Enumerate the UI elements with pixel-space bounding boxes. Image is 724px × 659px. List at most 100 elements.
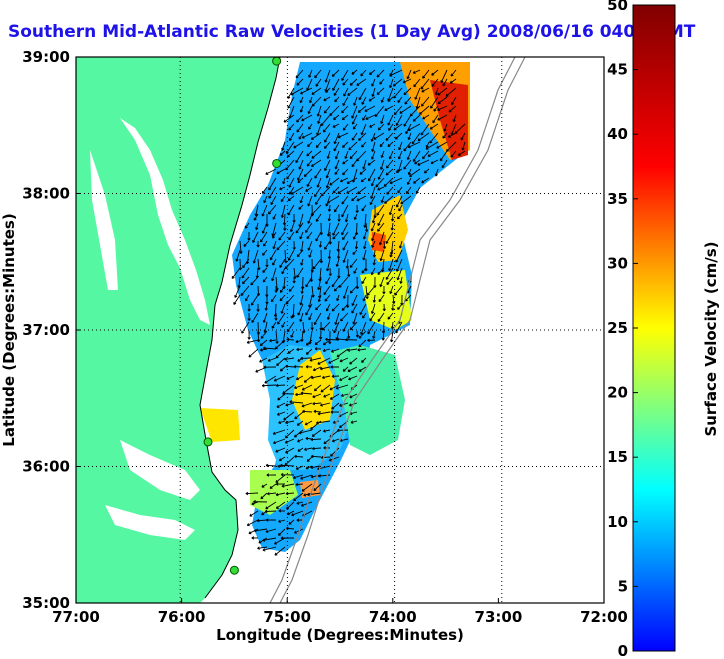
velocity-arrow [271, 267, 277, 282]
velocity-arrow [281, 141, 286, 151]
velocity-arrow [379, 249, 385, 262]
velocity-arrow [275, 482, 286, 486]
velocity-arrow [292, 474, 304, 480]
velocity-arrow [387, 96, 394, 102]
velocity-arrow [315, 195, 322, 205]
velocity-arrow [346, 330, 351, 339]
velocity-arrow [288, 177, 295, 188]
velocity-arrow [324, 132, 331, 143]
velocity-arrow [342, 159, 349, 165]
velocity-arrow [413, 78, 421, 88]
velocity-arrow [252, 249, 259, 264]
velocity-arrow [389, 249, 394, 258]
velocity-arrow [387, 114, 394, 126]
colorbar-tick-label: 30 [607, 254, 628, 272]
velocity-arrow [371, 213, 376, 224]
velocity-arrow [345, 338, 358, 342]
velocity-arrow [295, 465, 304, 470]
velocity-arrow [340, 393, 349, 397]
velocity-arrow [315, 420, 331, 425]
velocity-arrow [314, 186, 322, 198]
velocity-arrow [396, 267, 403, 281]
velocity-arrow [368, 96, 376, 102]
velocity-arrow [372, 249, 377, 258]
velocity-arrow [300, 87, 313, 95]
velocity-arrow [336, 348, 349, 358]
velocity-arrow [342, 123, 349, 131]
velocity-arrow [287, 96, 295, 109]
velocity-arrow [296, 518, 304, 522]
velocity-arrow [247, 312, 251, 321]
velocity-arrow [366, 285, 376, 296]
velocity-arrow [265, 294, 269, 305]
velocity-arrow [370, 186, 376, 200]
velocity-arrow [353, 96, 358, 106]
velocity-arrow [326, 222, 331, 237]
velocity-arrow [421, 87, 430, 93]
velocity-arrow [333, 87, 340, 96]
velocity-arrow [296, 78, 304, 86]
velocity-arrow [406, 177, 412, 185]
velocity-arrow [256, 240, 260, 248]
velocity-arrow [356, 78, 367, 86]
velocity-arrow [280, 204, 286, 218]
velocity-arrow [388, 258, 394, 272]
velocity-arrow [284, 357, 295, 361]
velocity-arrow [331, 276, 340, 288]
velocity-arrow [294, 411, 304, 420]
velocity-arrow [389, 69, 403, 77]
velocity-arrow [358, 87, 367, 101]
velocity-arrow [315, 78, 322, 87]
velocity-arrow [460, 132, 466, 141]
velocity-arrow [388, 150, 394, 160]
velocity-arrow [268, 186, 277, 199]
velocity-arrow [411, 132, 421, 145]
velocity-arrow [367, 168, 376, 182]
velocity-arrow [333, 114, 340, 121]
velocity-arrow [256, 518, 268, 523]
velocity-arrow [296, 420, 304, 426]
velocity-arrow [345, 258, 350, 269]
x-tick-label: 72:00 [580, 608, 628, 626]
colorbar-tick-label: 0 [618, 642, 628, 659]
velocity-arrow [332, 222, 340, 236]
velocity-arrow [341, 222, 349, 236]
velocity-arrow [268, 177, 277, 191]
velocity-arrow [275, 330, 279, 344]
velocity-arrow [451, 96, 457, 106]
velocity-arrow [341, 105, 349, 114]
velocity-arrow [361, 357, 367, 363]
x-tick-label: 77:00 [52, 608, 100, 626]
velocity-arrow [427, 150, 439, 157]
velocity-arrow [299, 105, 304, 113]
velocity-arrow [352, 123, 358, 130]
velocity-arrow [325, 303, 331, 312]
velocity-arrow [272, 231, 277, 239]
velocity-arrow [270, 195, 277, 205]
velocity-arrow [292, 276, 296, 284]
velocity-arrow [370, 132, 376, 142]
velocity-arrow [240, 285, 250, 296]
velocity-arrow [265, 518, 277, 522]
grid-lines [76, 57, 604, 603]
velocity-arrow [450, 123, 457, 136]
velocity-arrow [317, 276, 322, 291]
velocity-arrow [314, 347, 322, 351]
velocity-arrow [325, 337, 340, 342]
colorbar-tick-label: 40 [607, 125, 628, 143]
velocity-arrow [310, 321, 314, 330]
velocity-arrow [331, 69, 340, 77]
velocity-arrow [405, 123, 412, 135]
velocity-arrow [332, 420, 340, 424]
velocity-arrow [276, 402, 286, 408]
velocity-arrow [344, 150, 349, 159]
velocity-arrow [286, 526, 295, 531]
colorbar-label: Surface Velocity (cm/s) [702, 241, 720, 436]
velocity-arrow [377, 312, 385, 322]
velocity-arrow [317, 474, 331, 478]
velocity-arrow [273, 375, 286, 382]
velocity-arrow [336, 294, 340, 302]
x-tick-label: 76:00 [158, 608, 206, 626]
velocity-arrow [308, 312, 313, 321]
velocity-arrow [437, 114, 448, 121]
